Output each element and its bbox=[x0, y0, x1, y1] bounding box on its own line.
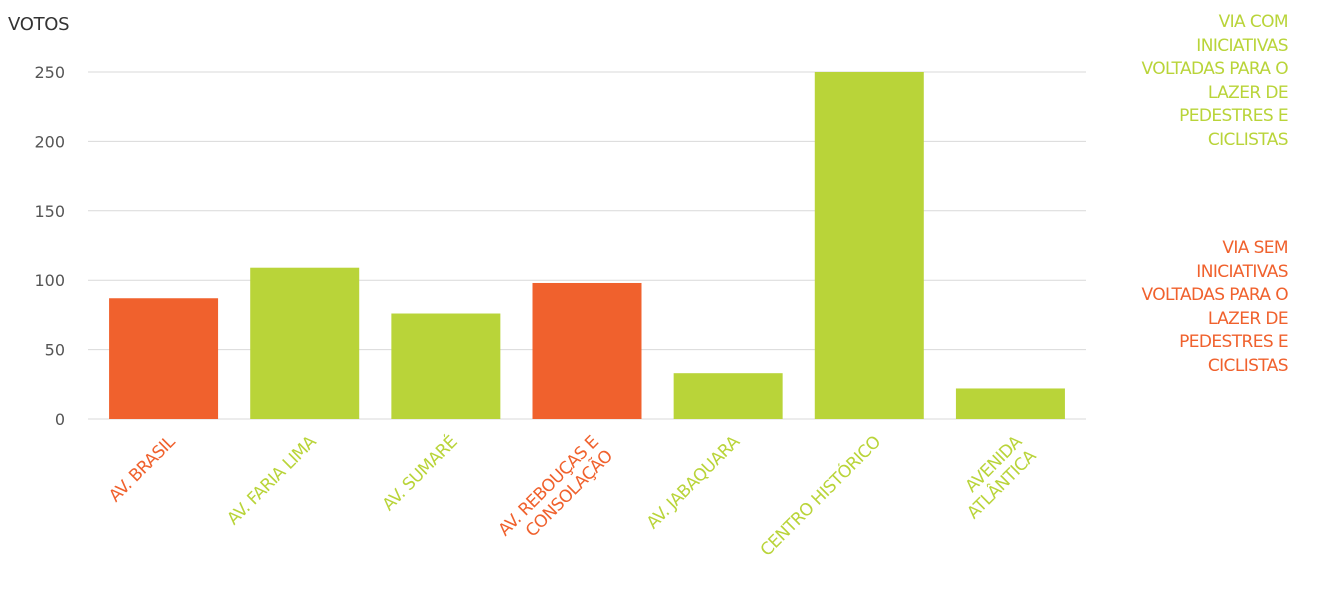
x-tick-label: AV. REBOUÇAS ECONSOLAÇÃO bbox=[495, 432, 617, 554]
x-tick-label: CENTRO HISTÓRICO bbox=[755, 431, 885, 561]
bar bbox=[814, 72, 924, 419]
bar bbox=[955, 388, 1065, 419]
bar bbox=[673, 373, 783, 419]
legend-without-initiatives: VIA SEM INICIATIVAS VOLTADAS PARA O LAZE… bbox=[1141, 238, 1289, 376]
y-tick-label: 250 bbox=[34, 63, 65, 82]
y-tick-label: 50 bbox=[45, 341, 65, 360]
bar bbox=[532, 282, 642, 419]
x-tick-label: AV. JABAQUARA bbox=[643, 432, 744, 533]
y-axis-label: VOTOS bbox=[8, 14, 70, 35]
y-tick-label: 100 bbox=[34, 271, 65, 290]
bar bbox=[109, 298, 219, 419]
x-tick-label: AVENIDAATLÂNTICA bbox=[949, 432, 1040, 523]
x-tick-label: AV. BRASIL bbox=[105, 432, 180, 507]
bar bbox=[250, 267, 360, 419]
legend-with-initiatives: VIA COM INICIATIVAS VOLTADAS PARA O LAZE… bbox=[1141, 12, 1289, 150]
y-tick-label: 200 bbox=[34, 132, 65, 151]
bar-chart: 0 50 100 150 200 250 AV. BRASIL AV. FARIA LIMA A… bbox=[34, 63, 1086, 561]
x-tick-label: AV. SUMARÉ bbox=[377, 431, 461, 515]
bar bbox=[391, 313, 501, 419]
y-tick-label: 0 bbox=[55, 410, 65, 429]
x-tick-label: AV. FARIA LIMA bbox=[223, 432, 320, 529]
y-tick-label: 150 bbox=[34, 202, 65, 221]
